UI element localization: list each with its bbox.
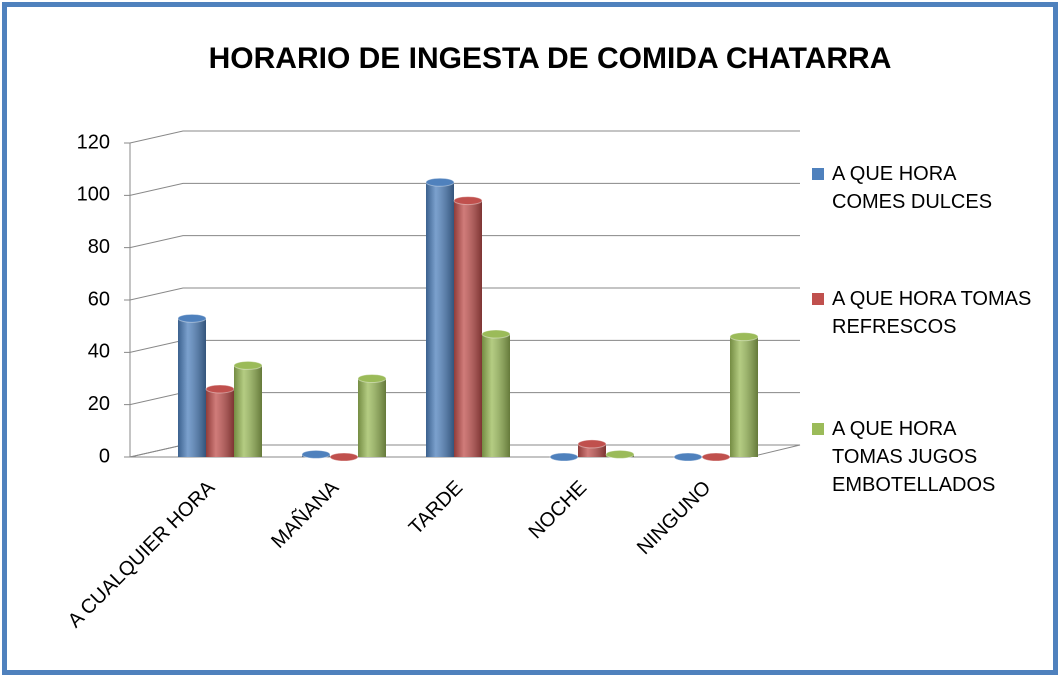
y-tick-label: 40 xyxy=(88,341,110,363)
x-tick-label: A CUALQUIER HORA xyxy=(64,476,220,632)
bar-shade xyxy=(234,365,262,457)
legend-item: A QUE HORA TOMAS REFRESCOS xyxy=(812,285,1047,341)
grid-line xyxy=(124,182,800,196)
legend-swatch xyxy=(812,293,824,305)
bar-shade xyxy=(426,182,454,457)
legend-item: A QUE HORA COMES DULCES xyxy=(812,160,1017,216)
bar-shade xyxy=(206,388,234,457)
legend-swatch xyxy=(812,423,824,435)
y-tick-label: 60 xyxy=(88,288,110,310)
x-tick-label: NINGUNO xyxy=(633,477,715,559)
bar-shade xyxy=(482,334,510,457)
bar-cap xyxy=(577,439,607,449)
y-tick-label: 80 xyxy=(88,236,110,258)
bar-cap xyxy=(205,384,235,394)
legend-label: A QUE HORA COMES DULCES xyxy=(832,163,993,213)
bar-cap xyxy=(729,332,759,342)
x-tick-label: NOCHE xyxy=(525,477,592,544)
chart-title: HORARIO DE INGESTA DE COMIDA CHATARRA xyxy=(209,42,892,75)
bar-cap xyxy=(233,360,263,370)
bar-cap xyxy=(701,452,731,462)
grid-line xyxy=(124,235,800,249)
x-tick-label: TARDE xyxy=(405,477,467,539)
bar-cap xyxy=(329,452,359,462)
bar-cap xyxy=(425,177,455,187)
legend-item: A QUE HORA TOMAS JUGOS EMBOTELLADOS xyxy=(812,415,1017,499)
legend-swatch xyxy=(812,168,824,180)
y-tick-label: 0 xyxy=(99,445,110,467)
grid-line xyxy=(124,130,800,144)
y-tick-label: 20 xyxy=(88,393,110,415)
bar-shade xyxy=(358,378,386,457)
bar-shade xyxy=(178,318,206,457)
y-tick-label: 120 xyxy=(77,131,110,153)
bar-cap xyxy=(357,374,387,383)
bar-shade xyxy=(730,336,758,457)
bar-shade xyxy=(454,200,482,458)
bar-cap xyxy=(453,196,483,206)
legend-label: A QUE HORA TOMAS JUGOS EMBOTELLADOS xyxy=(832,418,996,496)
bar-cap xyxy=(481,329,511,339)
y-tick-label: 100 xyxy=(77,184,110,206)
bar-cap xyxy=(549,452,579,462)
bar-cap xyxy=(605,449,635,459)
bar-cap xyxy=(301,449,331,459)
legend-label: A QUE HORA TOMAS REFRESCOS xyxy=(832,288,1032,338)
bar-cap xyxy=(177,313,207,323)
bar-cap xyxy=(673,452,703,462)
grid-line xyxy=(124,287,800,301)
x-tick-label: MAÑANA xyxy=(266,475,344,553)
